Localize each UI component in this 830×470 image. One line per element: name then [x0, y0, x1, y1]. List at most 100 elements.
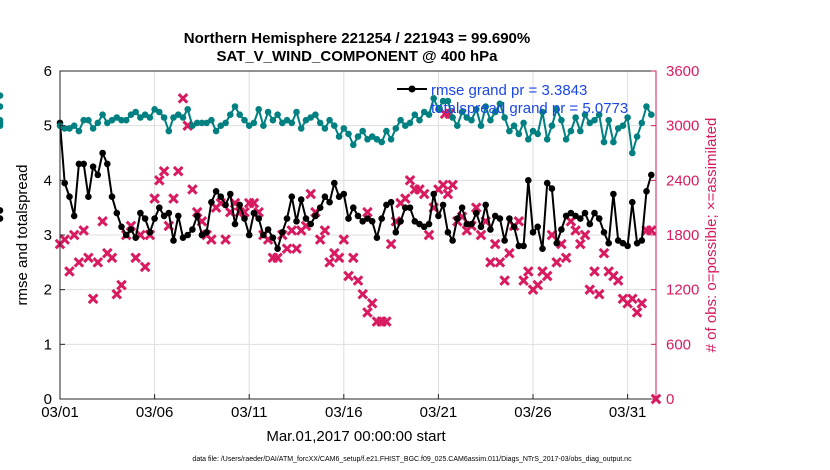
- rmse-point: [279, 229, 286, 236]
- totalspread-point: [591, 116, 598, 124]
- totalspread-point: [217, 122, 225, 129]
- obs-possible-marker: [352, 275, 364, 286]
- totalspread-point: [454, 122, 461, 129]
- obs-possible-marker: [593, 288, 605, 300]
- totalspread-point: [193, 119, 201, 127]
- rmse-point: [245, 231, 253, 239]
- obs-possible-marker: [366, 298, 378, 309]
- obs-possible-marker: [579, 229, 591, 241]
- rmse-point: [529, 229, 537, 236]
- y-tick-label: 0: [44, 391, 52, 408]
- rmse-point: [217, 193, 225, 200]
- totalspread-point: [350, 141, 357, 149]
- totalspread-point: [331, 122, 338, 129]
- obs-possible-marker: [645, 225, 657, 236]
- rmse-point: [473, 209, 480, 217]
- totalspread-point: [179, 114, 187, 121]
- rmse-point: [496, 215, 504, 222]
- obs-possible-marker: [220, 234, 231, 245]
- totalspread-point: [141, 111, 149, 118]
- totalspread-point: [0, 92, 4, 99]
- obs-possible-series: [57, 95, 662, 405]
- totalspread-point: [132, 108, 139, 116]
- rmse-point: [477, 223, 485, 231]
- rmse-point: [354, 212, 362, 220]
- obs-possible-marker: [442, 188, 454, 200]
- totalspread-point: [340, 125, 348, 132]
- rmse-point: [406, 204, 414, 211]
- rmse-point: [208, 198, 215, 206]
- rmse-point: [165, 209, 173, 217]
- totalspread-point: [477, 122, 485, 129]
- totalspread-point: [61, 125, 68, 132]
- totalspread-point: [619, 122, 627, 129]
- obs-possible-marker: [494, 257, 506, 268]
- rmse-point: [506, 215, 513, 222]
- rmse-point: [458, 204, 466, 211]
- totalspread-point: [378, 138, 386, 146]
- left-axis: 0 1 2 3 4 5 6: [44, 63, 65, 408]
- rmse-point: [581, 209, 589, 217]
- obs-possible-marker: [423, 229, 435, 241]
- rmse-point: [293, 218, 300, 225]
- totalspread-point: [108, 116, 116, 124]
- obs-possible-marker: [489, 238, 501, 250]
- totalspread-point: [122, 116, 130, 124]
- x-tick-label: 03/11: [231, 404, 267, 421]
- obs-possible-marker: [111, 288, 123, 300]
- obs-possible-marker: [338, 234, 350, 245]
- totalspread-point: [231, 103, 239, 110]
- obs-possible-marker: [551, 257, 562, 268]
- totalspread-point: [387, 136, 395, 143]
- obs-possible-marker: [470, 202, 482, 213]
- rmse-point: [89, 163, 97, 170]
- rmse-point: [193, 212, 201, 220]
- totalspread-point: [227, 111, 234, 118]
- rmse-point: [368, 218, 376, 225]
- rmse-point: [525, 177, 532, 184]
- totalspread-point: [208, 116, 215, 124]
- rmse-point: [326, 198, 333, 206]
- obs-possible-marker: [172, 165, 184, 177]
- totalspread-point: [595, 111, 603, 118]
- rmse-point: [0, 215, 4, 222]
- obs-possible-marker: [357, 288, 369, 300]
- rmse-point: [255, 215, 262, 222]
- totalspread-point: [458, 108, 466, 116]
- totalspread-point: [491, 108, 499, 116]
- totalspread-point: [0, 116, 4, 124]
- totalspread-point: [553, 106, 560, 113]
- totalspread-point: [264, 108, 272, 116]
- totalspread-point: [118, 116, 125, 124]
- obs-possible-marker: [636, 298, 648, 309]
- totalspread-point: [0, 103, 4, 110]
- y2-tick-label: 2400: [666, 172, 699, 189]
- totalspread-point: [558, 116, 565, 124]
- totalspread-point: [648, 111, 655, 118]
- obs-possible-marker: [584, 284, 596, 295]
- rmse-point: [629, 198, 636, 206]
- rmse-point: [387, 198, 395, 206]
- rmse-point: [269, 234, 277, 241]
- obs-possible-marker: [106, 252, 118, 264]
- rmse-point: [170, 237, 177, 244]
- obs-possible-marker: [404, 175, 416, 186]
- obs-possible-marker: [447, 179, 458, 191]
- y2-tick-label: 600: [666, 336, 691, 353]
- series-layer: [0, 92, 662, 405]
- rmse-point: [146, 229, 154, 236]
- obs-possible-marker: [291, 243, 302, 254]
- rmse-point: [610, 190, 617, 198]
- rmse-point: [548, 185, 556, 192]
- obs-possible-marker: [631, 307, 643, 318]
- obs-possible-marker: [499, 275, 510, 286]
- totalspread-point: [321, 125, 329, 132]
- totalspread-point: [80, 116, 87, 124]
- obs-possible-marker: [612, 275, 624, 286]
- obs-possible-marker: [92, 257, 104, 268]
- rmse-point: [392, 229, 400, 236]
- obs-possible-marker: [130, 252, 142, 264]
- y2-tick-label: 1800: [666, 227, 699, 244]
- totalspread-point: [156, 108, 163, 116]
- totalspread-point: [643, 103, 650, 110]
